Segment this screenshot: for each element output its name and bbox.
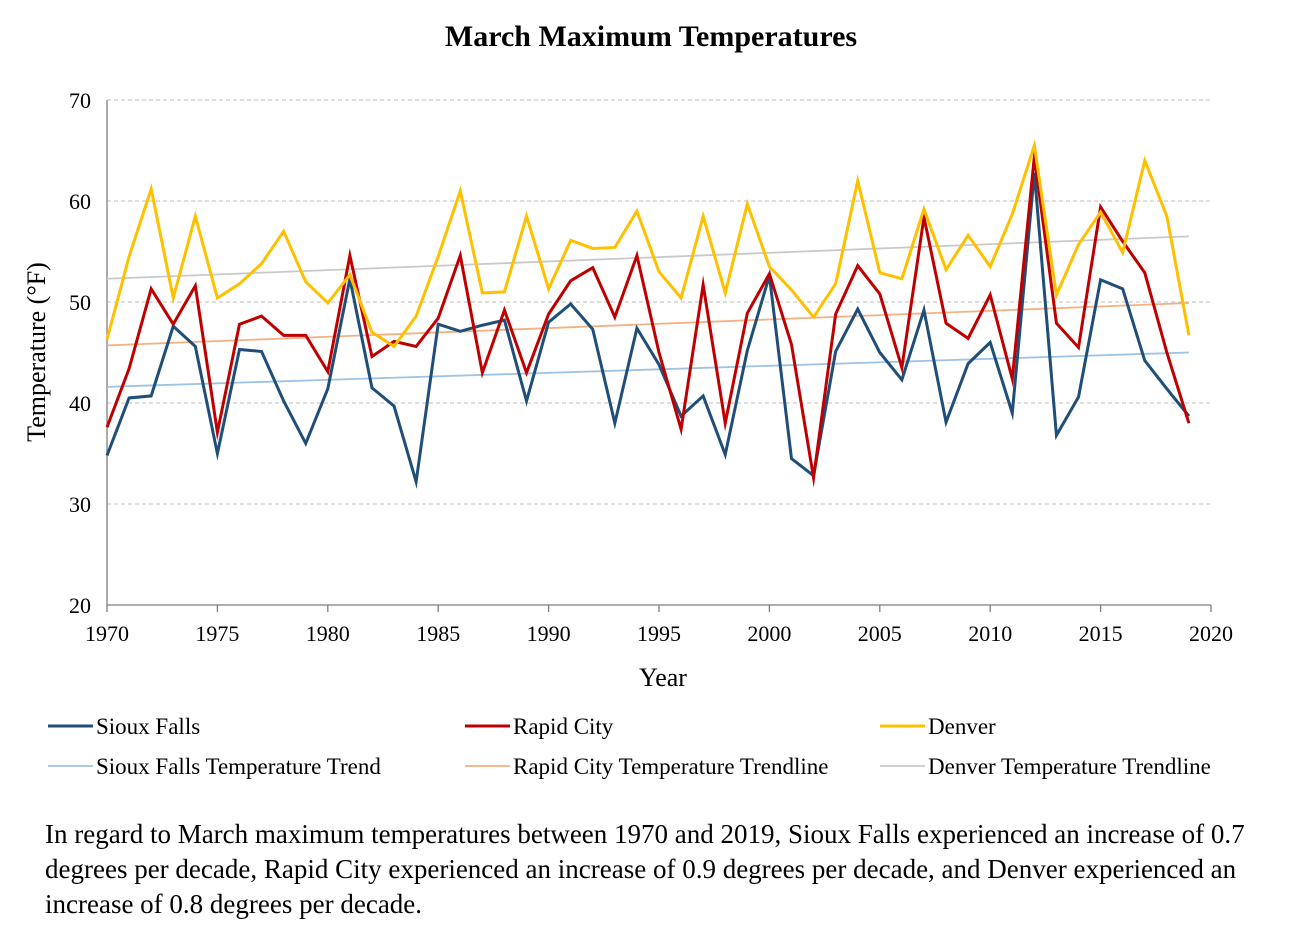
y-tick-label: 30 bbox=[69, 492, 91, 517]
legend-label: Rapid City Temperature Trendline bbox=[513, 754, 828, 779]
legend-label: Denver Temperature Trendline bbox=[928, 754, 1211, 779]
legend-item-rapid-city: Rapid City bbox=[465, 714, 614, 739]
gridlines bbox=[107, 99, 1211, 505]
legend-label: Sioux Falls bbox=[96, 714, 200, 739]
sioux-falls-temperature-trend-line bbox=[106, 351, 1189, 388]
x-tick-label: 1990 bbox=[527, 621, 571, 646]
x-axis-label: Year bbox=[639, 663, 687, 692]
legend-item-denver-temperature-trendline: Denver Temperature Trendline bbox=[880, 754, 1211, 779]
x-tick-label: 2015 bbox=[1079, 621, 1123, 646]
x-tick-label: 1985 bbox=[416, 621, 460, 646]
x-tick-label: 1980 bbox=[306, 621, 350, 646]
y-tick-label: 60 bbox=[69, 189, 91, 214]
x-tick-label: 2005 bbox=[858, 621, 902, 646]
legend-label: Rapid City bbox=[513, 714, 614, 739]
y-tick-label: 40 bbox=[69, 391, 91, 416]
x-tick-label: 1970 bbox=[85, 621, 129, 646]
chart-title: March Maximum Temperatures bbox=[445, 20, 857, 53]
y-tick-label: 70 bbox=[69, 88, 91, 113]
y-tick-label: 20 bbox=[69, 593, 91, 618]
trendlines bbox=[106, 235, 1189, 388]
axes: 20 30 40 50 60 70 1970 1975 1980 1985 1990 1995 2000… bbox=[69, 88, 1233, 646]
legend-item-rapid-city-temperature-trendline: Rapid City Temperature Trendline bbox=[465, 754, 828, 779]
legend-item-denver: Denver bbox=[880, 714, 996, 739]
sioux-falls-line bbox=[105, 172, 1191, 489]
march-max-temperature-chart: March Maximum Temperatures 20 30 40 50 60 70 1… bbox=[22, 20, 1233, 779]
legend-item-sioux-falls-temperature-trend: Sioux Falls Temperature Trend bbox=[48, 754, 381, 779]
y-axis-label: Temperature (°F) bbox=[22, 262, 51, 442]
x-tick-label: 2020 bbox=[1189, 621, 1233, 646]
data-series bbox=[105, 138, 1191, 489]
legend-label: Sioux Falls Temperature Trend bbox=[96, 754, 381, 779]
legend-item-sioux-falls: Sioux Falls bbox=[48, 714, 200, 739]
y-tick-label: 50 bbox=[69, 290, 91, 315]
rapid-city-line bbox=[105, 143, 1191, 488]
chart-caption: In regard to March maximum temperatures … bbox=[45, 819, 1245, 919]
x-tick-label: 2010 bbox=[968, 621, 1012, 646]
legend-label: Denver bbox=[928, 714, 996, 739]
denver-line bbox=[105, 138, 1191, 349]
x-tick-label: 1975 bbox=[195, 621, 239, 646]
denver-temperature-trendline-line bbox=[106, 235, 1189, 280]
x-tick-label: 1995 bbox=[637, 621, 681, 646]
rapid-city-temperature-trendline-line bbox=[106, 302, 1189, 347]
legend: Sioux Falls Rapid City Denver Sioux Falls T… bbox=[48, 714, 1211, 779]
x-tick-label: 2000 bbox=[747, 621, 791, 646]
